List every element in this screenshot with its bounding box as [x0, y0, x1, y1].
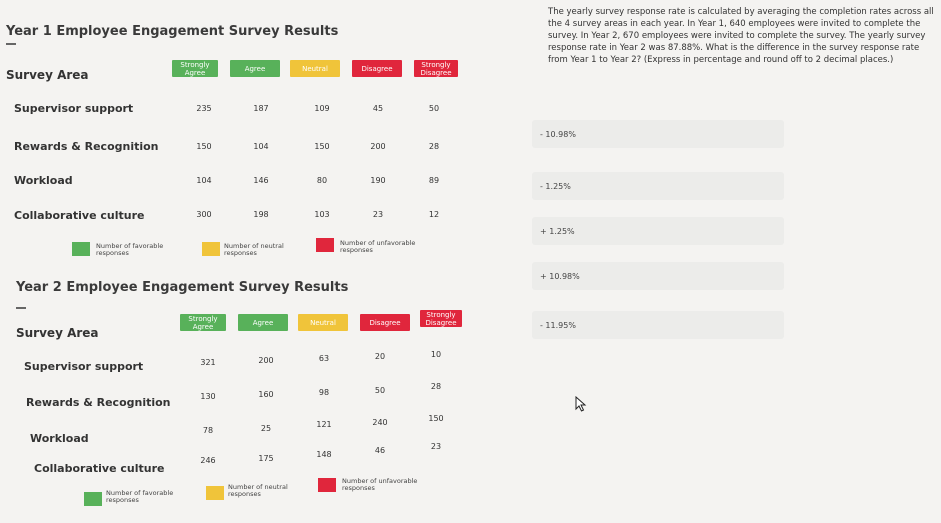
year1-cell: 109	[314, 104, 330, 113]
year1-area-header: Survey Area	[6, 68, 89, 82]
year1-title: Year 1 Employee Engagement Survey Result…	[6, 24, 339, 39]
year1-cell: 235	[196, 104, 212, 113]
legend-favorable-swatch	[72, 242, 90, 256]
year2-cell: 321	[200, 358, 216, 367]
year2-row-label: Workload	[30, 432, 89, 445]
legend-favorable-text: Number of favorable responses	[106, 489, 174, 504]
year1-col-neutral: Neutral	[290, 60, 340, 77]
year2-area-header: Survey Area	[16, 326, 99, 340]
year2-panel: Year 2 Employee Engagement Survey Result…	[0, 270, 520, 523]
year2-cell: 63	[318, 354, 330, 363]
legend-neutral-text: Number of neutral responses	[224, 242, 284, 257]
legend-unfavorable-swatch	[316, 238, 334, 252]
year2-row-label: Collaborative culture	[34, 462, 165, 475]
legend-unfavorable-text: Number of unfavorable responses	[342, 477, 418, 492]
year1-cell: 300	[196, 210, 212, 219]
year1-cell: 12	[428, 210, 440, 219]
year2-cell: 23	[430, 442, 442, 451]
legend-neutral-text: Number of neutral responses	[228, 483, 288, 498]
year1-col-strongly-disagree: Strongly Disagree	[414, 60, 458, 77]
year1-row-label: Workload	[14, 174, 73, 187]
year2-cell: 121	[316, 420, 332, 429]
year1-cell: 80	[316, 176, 328, 185]
year2-cell: 25	[260, 424, 272, 433]
year1-panel: Year 1 Employee Engagement Survey Result…	[0, 0, 520, 270]
year1-col-disagree: Disagree	[352, 60, 402, 77]
legend-neutral-swatch	[206, 486, 224, 500]
mouse-cursor-icon	[575, 396, 587, 412]
legend-favorable-swatch	[84, 492, 102, 506]
year1-col-strongly-agree: Strongly Agree	[172, 60, 218, 77]
answer-option-2[interactable]: - 1.25%	[532, 172, 784, 200]
year2-title: Year 2 Employee Engagement Survey Result…	[16, 280, 349, 295]
year2-cell: 148	[316, 450, 332, 459]
year2-cell: 10	[430, 350, 442, 359]
year2-cell: 98	[318, 388, 330, 397]
answer-option-4[interactable]: + 10.98%	[532, 262, 784, 290]
year2-col-disagree: Disagree	[360, 314, 410, 331]
year2-cell: 160	[258, 390, 274, 399]
year1-cell: 190	[370, 176, 386, 185]
legend-unfavorable-swatch	[318, 478, 336, 492]
year1-cell: 103	[314, 210, 330, 219]
answer-option-5[interactable]: - 11.95%	[532, 311, 784, 339]
answer-option-1[interactable]: - 10.98%	[532, 120, 784, 148]
year1-cell: 50	[428, 104, 440, 113]
year1-row-label: Supervisor support	[14, 102, 134, 115]
year2-row-label: Supervisor support	[24, 360, 144, 373]
year1-cell: 28	[428, 142, 440, 151]
year2-cell: 150	[428, 414, 444, 423]
year1-cell: 45	[372, 104, 384, 113]
year2-cell: 130	[200, 392, 216, 401]
year2-cell: 46	[374, 446, 386, 455]
question-text: The yearly survey response rate is calcu…	[548, 7, 934, 65]
year2-title-underline	[16, 307, 26, 309]
year1-cell: 89	[428, 176, 440, 185]
year1-cell: 198	[253, 210, 269, 219]
year1-row-label: Rewards & Recognition	[14, 140, 159, 153]
year2-col-neutral: Neutral	[298, 314, 348, 331]
legend-neutral-swatch	[202, 242, 220, 256]
year1-cell: 104	[253, 142, 269, 151]
legend-unfavorable-text: Number of unfavorable responses	[340, 239, 416, 254]
year2-cell: 175	[258, 454, 274, 463]
year1-cell: 187	[253, 104, 269, 113]
legend-favorable-text: Number of favorable responses	[96, 242, 164, 257]
year2-cell: 246	[200, 456, 216, 465]
year2-row-label: Rewards & Recognition	[26, 396, 171, 409]
year2-col-agree: Agree	[238, 314, 288, 331]
year2-cell: 240	[372, 418, 388, 427]
year1-title-underline	[6, 43, 16, 45]
year1-cell: 146	[253, 176, 269, 185]
year2-cell: 78	[202, 426, 214, 435]
year1-col-agree: Agree	[230, 60, 280, 77]
year1-cell: 150	[196, 142, 212, 151]
year2-cell: 20	[374, 352, 386, 361]
year1-cell: 150	[314, 142, 330, 151]
year2-cell: 200	[258, 356, 274, 365]
year1-row-label: Collaborative culture	[14, 209, 145, 222]
answer-option-3[interactable]: + 1.25%	[532, 217, 784, 245]
year1-cell: 200	[370, 142, 386, 151]
year1-cell: 104	[196, 176, 212, 185]
year1-cell: 23	[372, 210, 384, 219]
year2-cell: 28	[430, 382, 442, 391]
year2-col-strongly-agree: Strongly Agree	[180, 314, 226, 331]
year2-col-strongly-disagree: Strongly Disagree	[420, 310, 462, 327]
year2-cell: 50	[374, 386, 386, 395]
